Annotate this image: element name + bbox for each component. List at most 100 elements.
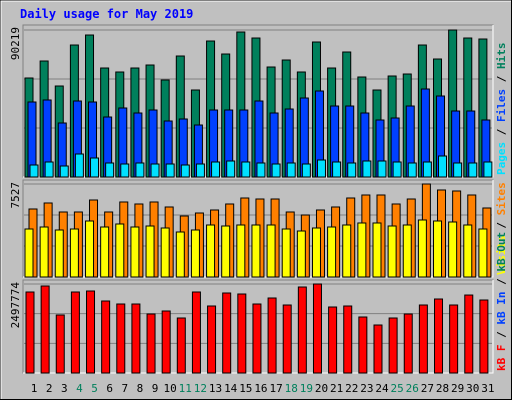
bar	[241, 161, 251, 178]
bar	[301, 163, 311, 178]
legend-entry: kB F	[495, 345, 508, 372]
x-tick-label: 17	[269, 382, 282, 395]
legend-separator: /	[495, 272, 508, 292]
bar	[434, 298, 444, 374]
bar	[175, 231, 185, 278]
bar	[418, 304, 428, 374]
bar	[195, 163, 205, 178]
bar	[297, 286, 307, 374]
x-tick-label: 9	[152, 382, 159, 395]
bar	[40, 285, 50, 374]
x-tick-label: 28	[436, 382, 449, 395]
bar	[161, 310, 171, 374]
y-tick-label: 90219	[9, 27, 22, 60]
x-tick-label: 18	[285, 382, 298, 395]
bar	[312, 283, 322, 374]
bar	[59, 165, 69, 178]
bar	[296, 230, 306, 278]
bar	[100, 226, 110, 278]
legend-separator: /	[495, 215, 508, 235]
bar	[55, 314, 65, 374]
y-tick-label: 2497774	[9, 282, 22, 329]
bar	[24, 228, 34, 278]
bar	[417, 219, 427, 278]
bar	[237, 293, 247, 374]
bar	[101, 300, 111, 374]
legend-separator: /	[495, 69, 508, 89]
bar	[372, 222, 382, 278]
y-tick-label: 7527	[9, 182, 22, 209]
bar	[252, 303, 262, 374]
bar	[328, 306, 338, 374]
bar	[286, 162, 296, 178]
bar	[90, 157, 100, 178]
x-tick-label: 23	[360, 382, 373, 395]
bar	[105, 162, 115, 178]
bar	[116, 303, 126, 374]
x-tick-label: 29	[451, 382, 464, 395]
bar	[453, 162, 463, 178]
bar	[222, 292, 232, 374]
bar	[146, 313, 156, 374]
bar	[403, 313, 413, 374]
legend: Pages / Files / Hits	[495, 43, 508, 176]
bar	[388, 317, 398, 374]
bar	[70, 291, 80, 374]
bar	[135, 162, 145, 178]
x-tick-label: 13	[209, 382, 222, 395]
bar	[221, 225, 231, 278]
bar	[39, 226, 49, 278]
x-tick-label: 2	[46, 382, 53, 395]
legend-separator: /	[495, 122, 508, 142]
bar	[236, 224, 246, 278]
x-tick-label: 21	[330, 382, 343, 395]
x-tick-label: 5	[91, 382, 98, 395]
x-tick-label: 14	[224, 382, 238, 395]
legend-entry: Files	[495, 89, 508, 122]
x-tick-label: 12	[194, 382, 207, 395]
bar	[316, 159, 326, 178]
legend-entry: Sites	[495, 182, 508, 215]
bar	[347, 162, 357, 178]
bar	[176, 317, 186, 374]
chart-title: Daily usage for May 2019	[20, 7, 193, 21]
x-tick-label: 31	[481, 382, 494, 395]
x-tick-label: 19	[300, 382, 313, 395]
bar	[180, 164, 190, 178]
bar	[145, 225, 155, 278]
bar	[483, 161, 493, 178]
legend-entry: kB Out	[495, 232, 508, 272]
bar	[478, 228, 488, 278]
bar	[191, 291, 201, 374]
bar	[463, 224, 473, 278]
bar	[211, 161, 221, 178]
bar	[131, 303, 141, 374]
bar	[464, 294, 474, 374]
bar	[392, 161, 402, 178]
bar	[343, 305, 353, 374]
bar	[438, 155, 448, 178]
bar	[130, 226, 140, 278]
bar	[85, 220, 95, 278]
bar	[357, 222, 367, 278]
x-tick-label: 3	[61, 382, 68, 395]
x-tick-label: 22	[345, 382, 358, 395]
bar	[44, 161, 54, 178]
bar	[150, 163, 160, 178]
legend: Visits / Sites	[495, 182, 508, 275]
x-tick-label: 26	[406, 382, 419, 395]
bar	[342, 224, 352, 278]
bar	[449, 304, 459, 374]
x-tick-label: 24	[375, 382, 389, 395]
legend-separator: /	[495, 325, 508, 345]
legend: kB F / kB In / kB Out	[495, 232, 508, 371]
bar	[226, 160, 236, 178]
legend-entry: Pages	[495, 142, 508, 175]
bar	[377, 160, 387, 178]
bar	[86, 290, 96, 374]
bar	[115, 223, 125, 278]
bar	[311, 227, 321, 278]
x-tick-label: 4	[76, 382, 83, 395]
